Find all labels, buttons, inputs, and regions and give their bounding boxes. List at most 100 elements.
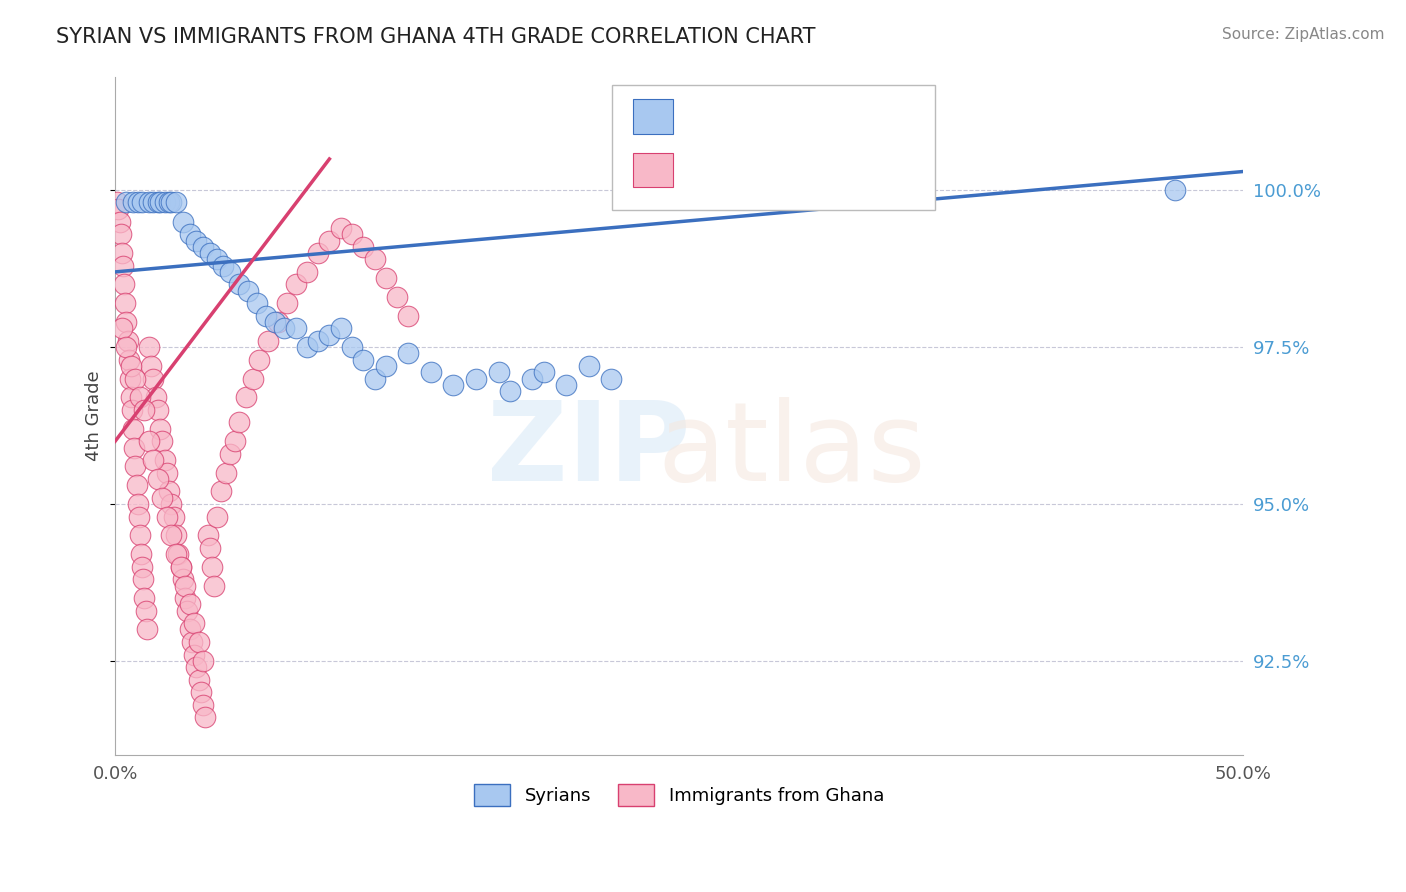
Point [198,246,221,260]
Point [249,352,271,367]
Point [600,371,623,385]
Point [180,635,202,649]
Point [134,403,156,417]
Point [152,434,174,449]
Point [174,591,197,605]
Point [201,559,224,574]
Point [238,284,260,298]
Text: atlas: atlas [658,397,927,504]
Point [205,252,228,267]
Point [149,422,172,436]
Point [329,221,352,235]
Point [167,547,190,561]
Point [112,277,135,292]
Text: R = 0.254: R = 0.254 [683,158,782,178]
Legend: Syrians, Immigrants from Ghana: Syrians, Immigrants from Ghana [467,777,891,814]
Text: ZIP: ZIP [486,397,690,504]
Text: N = 52: N = 52 [808,104,877,124]
Point [186,234,208,248]
Point [488,365,510,379]
Point [117,352,139,367]
Point [128,509,150,524]
Point [522,371,544,385]
Point [117,334,139,348]
Point [174,578,197,592]
Point [129,528,152,542]
Point [254,309,277,323]
Point [146,194,169,209]
Point [183,648,205,662]
Point [179,598,201,612]
Point [212,259,235,273]
Point [124,371,146,385]
Point [228,416,250,430]
Point [141,359,163,373]
Point [163,509,186,524]
Point [363,371,385,385]
Point [191,698,214,712]
Point [138,340,160,354]
Point [160,497,183,511]
Point [191,240,214,254]
Point [122,194,145,209]
Point [172,572,194,586]
Point [131,559,153,574]
Point [246,296,269,310]
Point [129,547,152,561]
Point [135,623,157,637]
Point [197,528,219,542]
Point [165,528,187,542]
Point [138,194,160,209]
Point [124,459,146,474]
Point [228,277,250,292]
Point [165,547,187,561]
Point [179,623,201,637]
Point [202,578,225,592]
Point [385,290,408,304]
Y-axis label: 4th Grade: 4th Grade [86,371,103,461]
Point [160,194,183,209]
Point [396,346,419,360]
Point [145,390,167,404]
Point [169,559,191,574]
Point [132,572,155,586]
Point [186,660,208,674]
Point [111,246,134,260]
Point [219,447,242,461]
Point [111,321,134,335]
Point [533,365,555,379]
Point [276,296,298,310]
Point [194,710,217,724]
Point [257,334,280,348]
Point [374,271,396,285]
Point [134,591,156,605]
Point [120,359,142,373]
Point [499,384,522,398]
Point [110,227,132,242]
Point [120,390,142,404]
Point [190,685,212,699]
Point [224,434,246,449]
Point [242,371,264,385]
Point [156,509,179,524]
Point [329,321,352,335]
Point [111,259,134,273]
Point [555,377,578,392]
Point [318,234,340,248]
Point [146,472,169,486]
Point [205,509,228,524]
Point [191,654,214,668]
Text: Source: ZipAtlas.com: Source: ZipAtlas.com [1222,27,1385,42]
Text: R = 0.140: R = 0.140 [683,104,782,124]
Point [198,541,221,555]
Point [125,478,148,492]
Point [219,265,242,279]
Point [122,422,145,436]
Point [131,194,153,209]
Point [465,371,488,385]
Point [264,315,287,329]
Point [183,616,205,631]
Point [578,359,600,373]
Point [142,371,165,385]
Point [108,215,131,229]
